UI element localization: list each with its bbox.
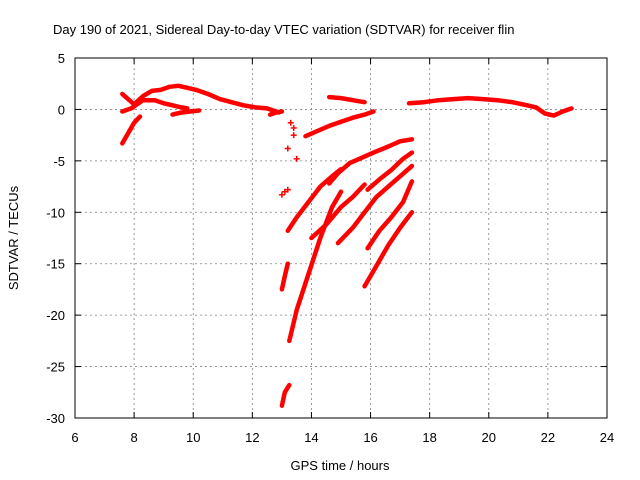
x-tick-label: 14 [304, 430, 318, 445]
y-tick-label: -20 [46, 308, 65, 323]
plot-frame [74, 57, 608, 419]
series-arc-s3 [287, 189, 344, 344]
series-arc-s5 [326, 137, 415, 186]
data-point [284, 145, 291, 152]
y-tick-label: 5 [58, 51, 65, 66]
series-arc-late [406, 95, 574, 118]
y-tick-label: -10 [46, 205, 65, 220]
grid [75, 58, 607, 418]
y-tick-label: 0 [58, 102, 65, 117]
x-tick-label: 16 [363, 430, 377, 445]
x-tick-label: 10 [186, 430, 200, 445]
series-arc-morning-lower [120, 97, 190, 114]
x-tick-label: 20 [482, 430, 496, 445]
data-point [290, 124, 297, 131]
series-arc-s10 [365, 150, 415, 192]
x-tick-label: 6 [71, 430, 78, 445]
series-arc-s9 [362, 210, 415, 289]
y-axis-label: SDTVAR / TECUs [6, 185, 21, 290]
series-arc-s1 [279, 382, 292, 408]
x-tick-labels: 6 8 10 12 14 16 18 20 22 24 [71, 430, 614, 445]
chart-title: Day 190 of 2021, Sidereal Day-to-day VTE… [53, 22, 514, 37]
y-tick-label: -25 [46, 360, 65, 375]
series-arc-afternoon-flat [303, 109, 376, 139]
series-arc-noon-tail [267, 109, 285, 117]
data-point [290, 132, 297, 139]
y-tick-label: -15 [46, 257, 65, 272]
data-point [293, 155, 300, 162]
x-tick-label: 8 [130, 430, 137, 445]
axes [74, 57, 608, 419]
series-arc-s8 [365, 179, 415, 251]
x-axis-label: GPS time / hours [291, 458, 390, 473]
data-point [287, 119, 294, 126]
x-tick-label: 12 [245, 430, 259, 445]
series-arc-early-descent [120, 114, 143, 146]
series-arc-s2 [279, 261, 291, 292]
series-arc-morning-dip [170, 108, 202, 117]
series-arc-s6 [309, 182, 367, 241]
series-arc-evening-upper [326, 94, 367, 105]
x-tick-label: 18 [422, 430, 436, 445]
series-arc-s7 [335, 163, 415, 246]
data-point [284, 186, 291, 193]
x-tick-label: 24 [600, 430, 614, 445]
data-series [120, 83, 574, 408]
data-point [278, 191, 285, 198]
y-tick-labels: -30 -25 -20 -15 -10 -5 0 5 [46, 51, 65, 426]
series-arc-morning-upper [120, 83, 282, 115]
y-tick-label: -5 [53, 154, 65, 169]
x-tick-label: 22 [541, 430, 555, 445]
y-tick-label: -30 [46, 411, 65, 426]
